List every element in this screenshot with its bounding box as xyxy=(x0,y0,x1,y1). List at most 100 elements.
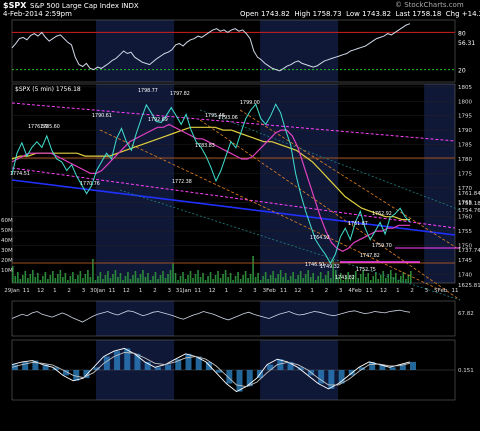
x-tick-label: 2 xyxy=(325,288,329,294)
x-tick-label: 11 xyxy=(109,288,116,294)
y-tick-label: 1750 xyxy=(458,244,472,250)
volume-bar xyxy=(47,279,49,283)
right-price-label: 1761.84 xyxy=(458,191,480,197)
histogram-bar xyxy=(328,370,335,389)
chg-value: +14.29 (+0.82%) xyxy=(461,10,480,18)
y-tick-label: 1740 xyxy=(458,272,472,278)
price-annotation: 1790.61 xyxy=(92,113,112,119)
volume-bar xyxy=(29,274,32,283)
volume-bar xyxy=(214,275,217,283)
histogram-bar xyxy=(216,370,223,373)
open-label: Open xyxy=(240,10,259,18)
price-annotation: 1772.38 xyxy=(172,179,192,185)
y-tick-label: 1765 xyxy=(458,200,472,206)
volume-bar xyxy=(174,273,177,283)
volume-bar xyxy=(177,280,179,283)
price-annotation: 1774.51 xyxy=(10,171,30,177)
volume-bar xyxy=(309,277,312,283)
volume-bar xyxy=(384,278,387,283)
rsi-level-80: 80 xyxy=(458,30,466,37)
volume-bar xyxy=(359,274,362,283)
y-tick-label: 1780 xyxy=(458,157,472,163)
histogram-bar xyxy=(379,364,386,370)
x-tick-label: 12 xyxy=(380,288,387,294)
volume-bar xyxy=(37,273,39,283)
volume-bar xyxy=(187,275,189,283)
x-tick-label: 11 xyxy=(23,288,30,294)
x-tick-label: 3 xyxy=(253,288,257,294)
volume-bar xyxy=(404,279,407,283)
histogram-bar xyxy=(226,370,233,384)
volume-bar xyxy=(54,278,57,283)
price-annotation: 1792.69 xyxy=(148,117,168,123)
volume-bar xyxy=(349,279,352,283)
session-band xyxy=(260,301,339,336)
volume-bar xyxy=(399,276,402,283)
volume-bar xyxy=(299,271,302,283)
volume-bar xyxy=(209,272,212,283)
histogram-bar xyxy=(389,367,396,370)
x-tick-label: 1 xyxy=(225,288,229,294)
orange-channel-a xyxy=(199,119,461,301)
teal-channel-b xyxy=(199,109,461,211)
main-frame xyxy=(11,83,456,284)
volume-bar xyxy=(304,274,307,283)
volume-bar xyxy=(119,273,122,283)
volume-bar xyxy=(132,275,134,283)
right-price-label: 1754.76 xyxy=(458,208,480,214)
volume-bar xyxy=(164,278,167,283)
volume-bar xyxy=(287,280,289,283)
price-annotation: 1764.92 xyxy=(310,235,330,241)
volume-bar xyxy=(59,270,62,283)
histogram-bar xyxy=(410,361,416,370)
volume-bar xyxy=(372,276,375,283)
volume-bar xyxy=(127,272,129,283)
volume-bar xyxy=(79,271,82,283)
histogram-bar xyxy=(297,367,304,370)
volume-bar xyxy=(279,270,282,283)
x-tick-label: 11 xyxy=(194,288,201,294)
high-value: 1758.73 xyxy=(312,10,342,18)
volume-bar xyxy=(69,276,72,283)
volume-bar xyxy=(107,271,109,283)
histogram-bar xyxy=(165,364,172,370)
price-annotation: 1798.77 xyxy=(138,88,158,94)
volume-bar xyxy=(14,276,17,283)
volume-bar xyxy=(319,272,322,283)
x-tick-label: 11 xyxy=(280,288,287,294)
volume-bar xyxy=(269,275,272,283)
volume-bar xyxy=(262,276,264,283)
price-annotation: 1785.60 xyxy=(40,124,60,130)
volume-bar xyxy=(112,274,114,283)
volume-bar xyxy=(17,272,19,283)
histogram-bar xyxy=(195,356,202,370)
volume-bar xyxy=(357,278,360,283)
volume-bar xyxy=(22,275,24,283)
volume-bar xyxy=(274,278,277,283)
price-annotation: 1770.76 xyxy=(80,181,100,187)
x-tick-label: 1 xyxy=(139,288,143,294)
volume-bar xyxy=(139,274,142,283)
datetime: 4-Feb-2014 2:59pm xyxy=(3,10,72,18)
price-line xyxy=(11,103,411,265)
volume-bar xyxy=(114,270,117,283)
volume-bar xyxy=(87,270,89,283)
volume-bar xyxy=(207,276,209,283)
volume-bar xyxy=(217,271,219,283)
volume-bar xyxy=(284,273,287,283)
volume-bar xyxy=(182,272,184,283)
volume-bar xyxy=(307,270,309,283)
volume-bar xyxy=(312,273,314,283)
low-label: Low xyxy=(346,10,360,18)
histogram-bar xyxy=(358,367,365,370)
last-value: 1758.18 xyxy=(412,10,442,18)
x-tick-label: 3 xyxy=(167,288,171,294)
rsi-panel: 80 20 56.31 xyxy=(11,23,475,75)
volume-bar xyxy=(257,273,259,283)
price-annotation: 1793.06 xyxy=(218,115,238,121)
volume-bar xyxy=(179,276,182,283)
price-annotation: 1743.82 xyxy=(335,275,355,281)
volume-bar xyxy=(337,277,340,283)
y-tick-label: 1800 xyxy=(458,99,472,105)
volume-bar xyxy=(102,279,104,283)
